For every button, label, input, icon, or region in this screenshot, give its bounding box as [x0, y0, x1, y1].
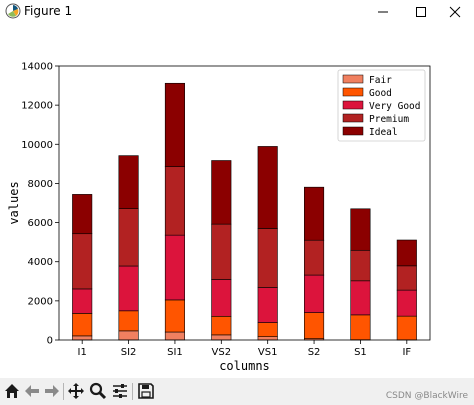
y-tick-label: 14000 [21, 62, 53, 73]
y-tick-label: 6000 [28, 218, 53, 229]
bar-segment [304, 239, 325, 276]
legend-label: Premium [369, 114, 409, 125]
bar-segment [164, 299, 185, 333]
legend-swatch [342, 100, 364, 110]
bar-segment [72, 288, 93, 314]
minimize-button[interactable] [364, 0, 402, 24]
csdn-watermark: CSDN @BlackWire [385, 391, 468, 401]
x-tick-label: VS1 [258, 347, 278, 358]
y-tick-label: 4000 [28, 257, 53, 268]
close-icon [449, 6, 461, 18]
bar-segment [396, 239, 417, 267]
bar-segment [72, 233, 93, 290]
bar-segment [211, 160, 232, 225]
bar-segment [257, 228, 278, 288]
legend-swatch [342, 74, 364, 84]
matplotlib-app-icon [5, 3, 21, 19]
stacked-bar-chart: I1 SI2 SI1 VS2 VS1 S2 S1 IF 0 2000 4000 6000 8000 100… [7, 62, 431, 373]
x-axis-label: columns [219, 359, 270, 373]
configure-subplots-button[interactable] [110, 381, 130, 401]
legend-swatch [342, 113, 364, 123]
y-tick-label: 10000 [21, 140, 53, 151]
x-tick-label: VS2 [212, 347, 232, 358]
maximize-icon [416, 7, 426, 17]
bar-segment [304, 186, 325, 241]
bar-segment [118, 330, 139, 341]
bar-segment [211, 223, 232, 280]
close-button[interactable] [436, 0, 474, 24]
pan-icon [68, 383, 84, 399]
bar-segment [350, 314, 371, 341]
window-title: Figure 1 [24, 4, 73, 18]
bar-segment [72, 335, 93, 341]
save-button[interactable] [136, 381, 156, 401]
save-icon [138, 383, 154, 399]
x-tick-label: IF [402, 347, 411, 358]
bar-segment [164, 82, 185, 167]
bar-segment [211, 334, 232, 341]
minimize-icon [378, 11, 388, 13]
bar-segment [164, 166, 185, 236]
navigation-toolbar: CSDN @BlackWire [0, 378, 474, 405]
legend-label: Ideal [369, 127, 398, 138]
legend-swatch [342, 87, 364, 97]
zoom-icon [89, 382, 107, 400]
legend-label: Very Good [369, 101, 420, 112]
bar-segment [118, 310, 139, 332]
legend-label: Fair [369, 75, 392, 86]
legend-label: Good [369, 88, 392, 99]
toolbar-separator [63, 383, 64, 400]
x-tick-label: S1 [354, 347, 367, 358]
y-tick-label: 2000 [28, 296, 53, 307]
home-button[interactable] [2, 381, 22, 401]
y-tick-label: 8000 [28, 179, 53, 190]
bar-segment [304, 274, 325, 313]
bar-segment [164, 234, 185, 301]
pan-button[interactable] [66, 381, 86, 401]
bar-segment [257, 146, 278, 229]
legend-swatch [342, 126, 364, 136]
bar-segment [304, 312, 325, 339]
forward-arrow-icon [45, 385, 59, 397]
bar-segment [211, 279, 232, 317]
bar-segment [257, 336, 278, 341]
configure-subplots-icon [113, 384, 127, 398]
x-tick-label: S2 [308, 347, 321, 358]
x-tick-label: SI1 [167, 347, 183, 358]
back-button[interactable] [22, 381, 42, 401]
y-axis-label: values [7, 181, 21, 224]
bar-segment [211, 315, 232, 336]
bar-segment [164, 331, 185, 341]
forward-button[interactable] [42, 381, 62, 401]
toolbar-separator [132, 383, 133, 400]
zoom-button[interactable] [88, 381, 108, 401]
bar-segment [118, 208, 139, 267]
bar-segment [396, 315, 417, 341]
window-titlebar: Figure 1 [0, 0, 474, 24]
bar-segment [118, 155, 139, 209]
bar-segment [118, 265, 139, 312]
bar-segment [350, 280, 371, 316]
y-tick-label: 0 [47, 336, 53, 347]
bar-segment [396, 289, 417, 317]
maximize-button[interactable] [402, 0, 440, 24]
bar-segment [257, 322, 278, 337]
figure-canvas: I1 SI2 SI1 VS2 VS1 S2 S1 IF 0 2000 4000 6000 8000 100… [0, 24, 474, 378]
back-arrow-icon [25, 385, 39, 397]
home-icon [5, 384, 19, 398]
bar-segment [72, 313, 93, 337]
y-tick-label: 12000 [21, 101, 53, 112]
x-tick-label: I1 [78, 347, 87, 358]
bar-segment [72, 194, 93, 235]
bar-segment [350, 249, 371, 282]
bar-segment [257, 287, 278, 323]
x-tick-label: SI2 [121, 347, 137, 358]
bar-segment [396, 265, 417, 291]
axes-frame [58, 65, 431, 341]
bar-segment [350, 208, 371, 251]
